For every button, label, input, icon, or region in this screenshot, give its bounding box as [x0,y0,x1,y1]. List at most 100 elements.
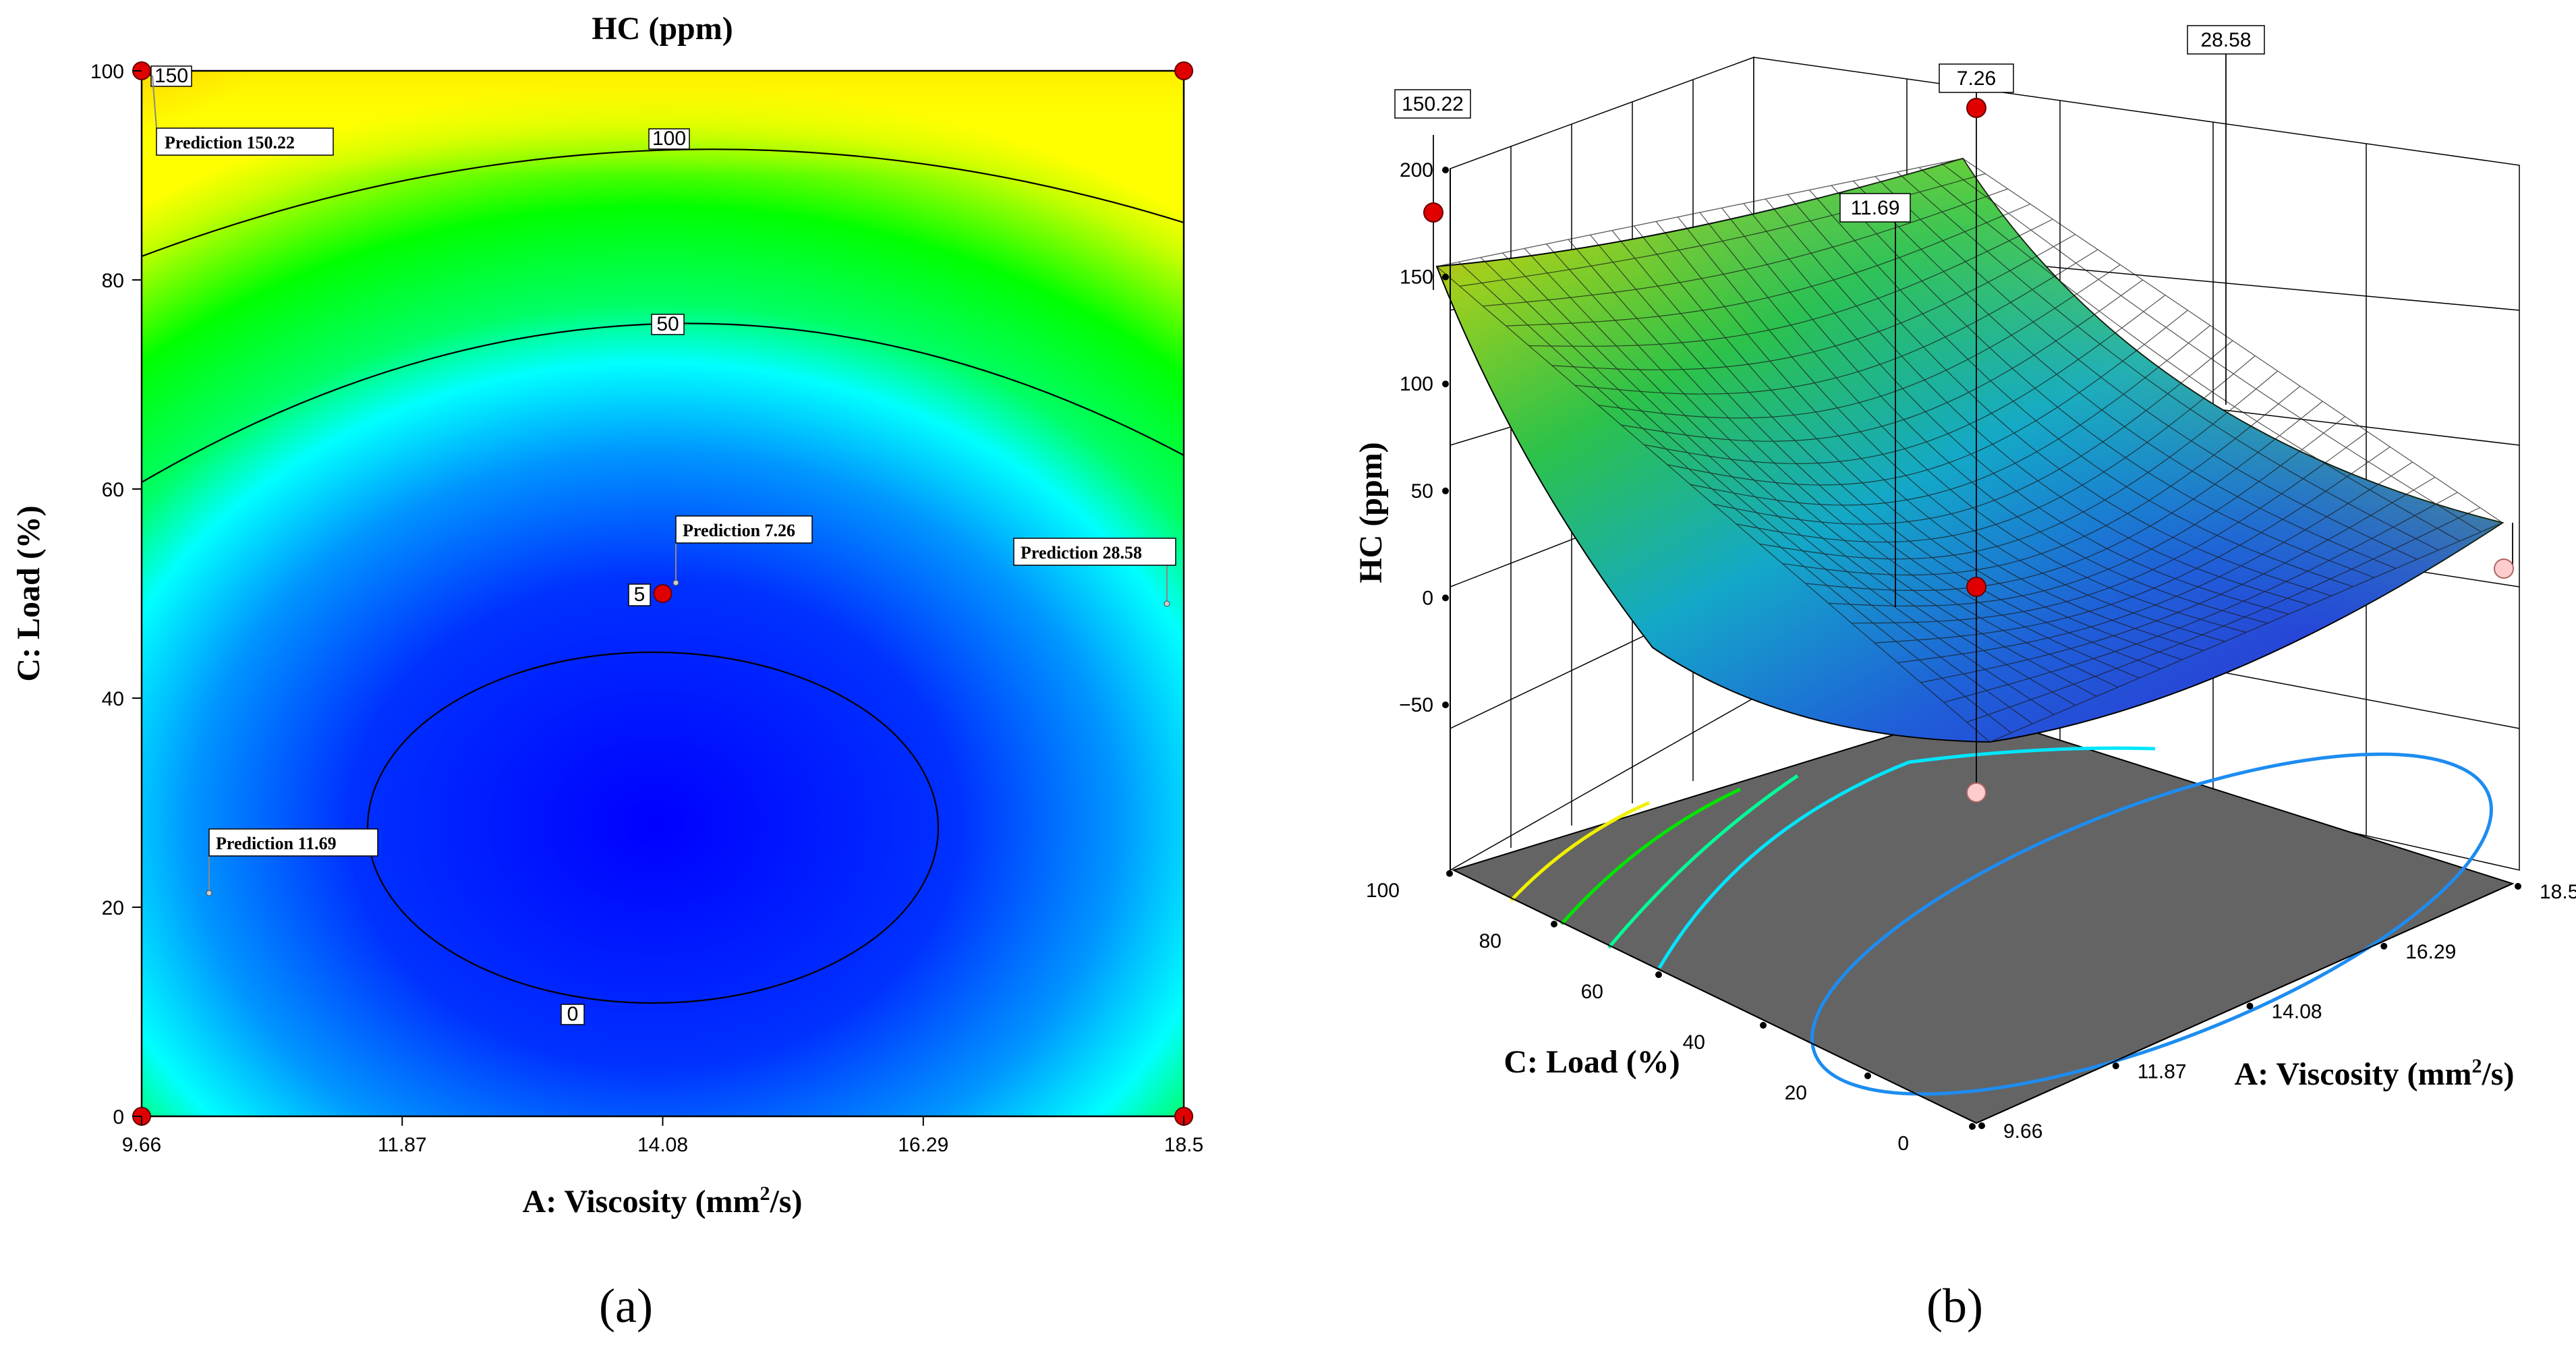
z-tick-dot [1442,380,1449,388]
surface-annotation-150: 150.22 [1394,89,1471,119]
viscosity-tick-label: 18.5 [2540,881,2576,903]
contour-line-100 [142,148,1184,258]
svg-text:Prediction 11.69: Prediction 11.69 [216,834,337,853]
svg-text:50: 50 [656,313,679,335]
viscosity-axis-line [1976,883,2513,1124]
surface-annotation-7: 7.26 [1939,63,2014,93]
surface-viscosity-axis-title: A: Viscosity (mm2/s) [2235,1055,2515,1092]
prediction-11-callout: Prediction 11.69 [206,828,378,896]
contour-level-label-150: 150 [150,65,192,87]
surface-design-points [1423,98,2514,803]
surface-plot: 150.22 7.26 28.58 11.69 −50050100150200 … [1353,25,2576,1333]
mesh-line [1943,492,2458,703]
panel-label-a: (a) [599,1279,653,1333]
viscosity-tick-dot [2515,883,2521,890]
y-tick-label: 40 [102,688,124,710]
center-point-count: 5 [628,583,651,606]
surface-mesh [1436,158,2503,743]
viscosity-tick-dot [2112,1062,2119,1070]
load-tick-dot [1446,870,1453,877]
svg-text:150: 150 [154,65,188,87]
viscosity-tick-dot [2380,942,2388,950]
svg-text:Prediction 7.26: Prediction 7.26 [683,521,795,540]
z-tick-label: 50 [1411,480,1433,503]
load-tick-dot [1655,971,1662,978]
design-point-3d [1966,577,1986,597]
prediction-28-callout: Prediction 28.58 [1013,538,1176,607]
svg-text:28.58: 28.58 [2200,29,2251,51]
z-tick-label: −50 [1399,694,1433,716]
surface-z-ticks: −50 0 50 100 150 200 [1399,159,1449,716]
y-tick-label: 100 [90,61,124,83]
viscosity-tick-label: 11.87 [2138,1060,2187,1083]
surface-viscosity-ticks: 9.66 11.87 14.08 16.29 18.5 [1978,881,2576,1143]
drop-lines [1433,34,2513,793]
y-tick-label: 60 [102,479,124,501]
x-tick-label: 18.5 [1164,1134,1203,1156]
y-tick-label: 80 [102,270,124,292]
mesh-line [1920,476,2436,683]
svg-text:5: 5 [634,583,646,606]
svg-text:150.22: 150.22 [1402,93,1464,115]
z-tick-label: 150 [1400,266,1433,289]
z-tick-dot [1442,487,1449,494]
load-tick-label: 100 [1366,880,1400,902]
contour-level-label-0: 0 [561,1003,585,1025]
z-tick-dot [1442,273,1449,281]
mesh-line [1897,171,2439,551]
contour-title: HC (ppm) [592,11,733,47]
mesh-line [1918,167,2460,542]
mesh-line [1941,163,2482,533]
design-point-3d [1966,98,1986,118]
mesh-line [1966,507,2480,723]
viscosity-tick-dot [1978,1122,1985,1129]
z-tick-dot [1442,167,1449,173]
response-surface-highlight [1437,159,2502,742]
mesh-line [1989,522,2503,743]
svg-text:0: 0 [567,1003,579,1025]
load-tick-dot [1969,1123,1976,1130]
viscosity-tick-label: 9.66 [2003,1120,2042,1143]
load-tick-label: 20 [1785,1082,1807,1104]
z-tick-dot [1442,594,1449,602]
load-tick-dot [1864,1072,1871,1079]
y-tick-label: 20 [102,897,124,919]
surface-annotation-11: 11.69 [1839,193,1911,223]
load-tick-dot [1760,1022,1767,1029]
design-point-3d [1423,202,1443,223]
viscosity-tick-label: 16.29 [2405,941,2456,963]
design-point [1174,61,1193,80]
load-tick-dot [1551,921,1557,927]
x-tick-label: 11.87 [378,1134,427,1156]
svg-text:Prediction 28.58: Prediction 28.58 [1021,543,1142,563]
floor-contours [1510,746,2493,1096]
z-tick-label: 200 [1400,159,1433,181]
contour-line-0 [366,651,940,1004]
contour-y-axis-title: C: Load (%) [11,505,47,681]
contour-x-ticks: 9.66 11.87 14.08 16.29 18.5 [122,1116,1203,1156]
contour-plot: HC (ppm) 150 100 50 0 [11,11,1203,1333]
z-tick-label: 0 [1422,587,1433,609]
x-tick-label: 14.08 [637,1134,688,1156]
surface-z-axis-title: HC (ppm) [1353,442,1389,583]
surface-annotation-28: 28.58 [2187,25,2265,55]
x-tick-label: 16.29 [898,1134,948,1156]
prediction-150-callout: Prediction 150.22 [152,75,334,156]
viscosity-tick-dot [2246,1002,2254,1010]
load-tick-label: 80 [1479,930,1501,952]
mesh-line [1897,461,2413,664]
load-tick-label: 0 [1897,1133,1909,1155]
design-point [653,584,672,603]
load-axis-line [1453,869,1977,1124]
contour-level-label-50: 50 [651,313,685,335]
y-tick-label: 0 [113,1106,124,1128]
z-tick-dot [1442,701,1449,708]
x-tick-label: 9.66 [122,1134,161,1156]
svg-text:7.26: 7.26 [1957,67,1996,90]
contour-x-axis-title: A: Viscosity (mm2/s) [523,1182,803,1220]
design-point-3d-below [1966,782,1986,803]
svg-text:11.69: 11.69 [1851,197,1900,219]
surface-load-axis-title: C: Load (%) [1504,1044,1680,1080]
prediction-7-callout: Prediction 7.26 [672,515,813,586]
